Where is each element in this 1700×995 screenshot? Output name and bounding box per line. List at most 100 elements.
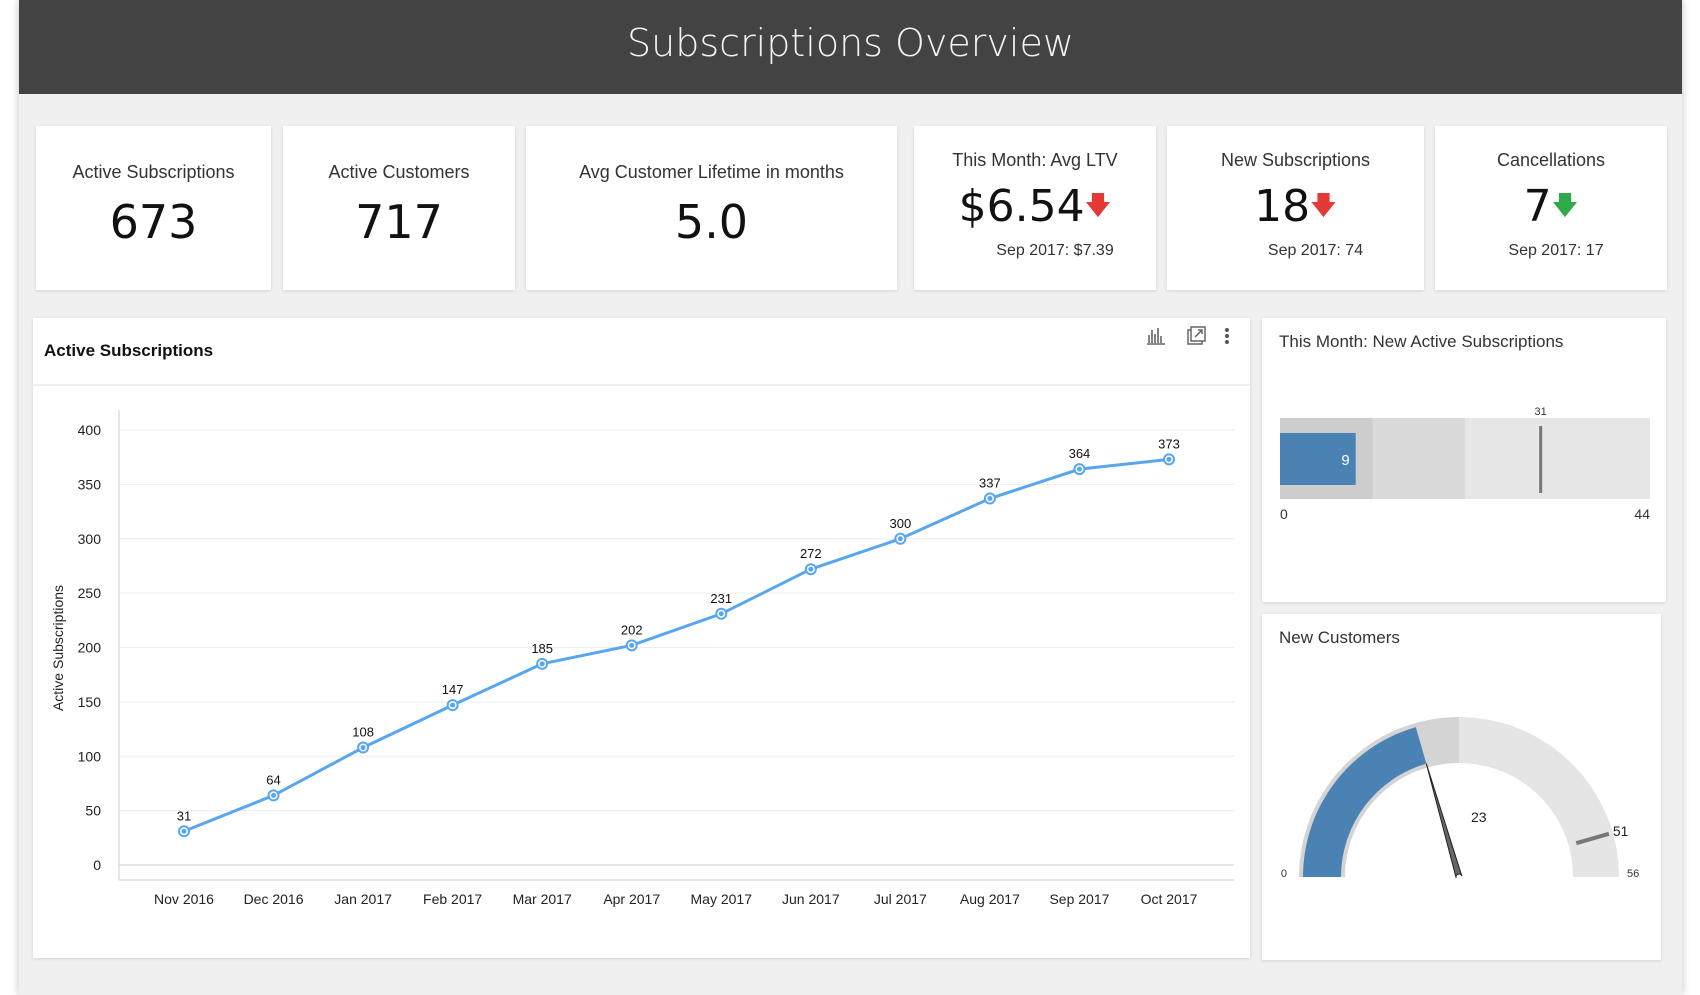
data-label: 185	[531, 641, 553, 656]
data-point-core	[181, 828, 187, 834]
kpi-active-customers: Active Customers 717	[283, 126, 515, 290]
x-tick-label: Nov 2016	[154, 891, 214, 907]
data-point-core	[271, 792, 277, 798]
x-tick-label: May 2017	[691, 891, 753, 907]
target-label: 51	[1613, 823, 1629, 839]
x-tick-label: Mar 2017	[513, 891, 572, 907]
data-label: 64	[266, 772, 280, 787]
data-label: 300	[890, 516, 912, 531]
data-point-core	[718, 611, 724, 617]
kpi-value: 717	[355, 195, 443, 249]
kpi-value: $6.54	[958, 181, 1085, 232]
min-label: 0	[1280, 506, 1288, 522]
kpi-compare: Sep 2017: $7.39	[996, 242, 1114, 259]
data-label: 373	[1158, 436, 1180, 451]
value-label: 9	[1341, 452, 1349, 469]
y-tick-label: 50	[85, 803, 101, 819]
y-axis-label: Active Subscriptions	[50, 585, 66, 711]
kpi-value: 5.0	[674, 195, 749, 249]
value-bar	[1280, 433, 1356, 485]
min-label: 0	[1281, 868, 1287, 880]
gauge-chart: 51 23 0 56	[1281, 717, 1639, 880]
kpi-avg-lifetime: Avg Customer Lifetime in months 5.0	[526, 126, 897, 290]
data-label: 364	[1069, 446, 1091, 461]
y-tick-label: 0	[93, 857, 101, 873]
x-tick-label: Feb 2017	[423, 891, 482, 907]
panel-title: This Month: New Active Subscriptions	[1279, 332, 1564, 351]
y-tick-label: 250	[78, 585, 102, 601]
arrow-down-icon: 🡇	[1310, 191, 1337, 221]
range-band	[1459, 717, 1619, 877]
panel-title: New Customers	[1279, 628, 1400, 647]
more-vertical-icon[interactable]	[1223, 326, 1231, 351]
data-point-core	[450, 702, 456, 708]
y-tick-label: 150	[78, 694, 102, 710]
data-point-core	[987, 496, 993, 502]
data-label: 31	[177, 808, 191, 823]
new-customers-panel: New Customers 51 23 0 56	[1262, 614, 1661, 960]
kpi-label: Active Subscriptions	[72, 162, 235, 182]
y-tick-label: 300	[78, 531, 102, 547]
kpi-value: 7	[1523, 181, 1552, 232]
y-tick-label: 350	[78, 476, 102, 492]
data-point-core	[629, 642, 635, 648]
x-tick-label: Dec 2016	[244, 891, 304, 907]
data-point-core	[897, 536, 903, 542]
value-label: 23	[1471, 809, 1487, 825]
line-chart: 0 50 100 150 200 250 300 350 400 Active Subscript…	[50, 410, 1234, 907]
data-point-core	[808, 566, 814, 572]
data-label: 147	[442, 682, 464, 697]
kpi-active-subscriptions: Active Subscriptions 673	[36, 126, 271, 290]
max-label: 44	[1634, 506, 1650, 522]
bar-chart-icon[interactable]	[1145, 326, 1167, 351]
range-band	[1465, 418, 1650, 499]
data-point-core	[1166, 456, 1172, 462]
kpi-label: Active Customers	[328, 162, 470, 182]
kpi-avg-ltv: This Month: Avg LTV $6.54🡇 Sep 2017: $7.…	[914, 126, 1156, 290]
kpi-label: Avg Customer Lifetime in months	[579, 162, 844, 182]
x-tick-label: Sep 2017	[1049, 891, 1109, 907]
data-point-core	[360, 745, 366, 751]
x-tick-label: Jun 2017	[782, 891, 840, 907]
data-point-core	[1076, 466, 1082, 472]
kpi-value: 673	[109, 195, 198, 249]
kpi-compare: Sep 2017: 17	[1508, 242, 1604, 259]
x-tick-label: Jan 2017	[334, 891, 392, 907]
divider	[33, 384, 1250, 386]
arrow-down-icon: 🡇	[1551, 191, 1579, 221]
data-label: 231	[710, 591, 732, 606]
data-label: 108	[352, 725, 374, 740]
kpi-cancellations: Cancellations 7🡇 Sep 2017: 17	[1435, 126, 1667, 290]
data-label: 337	[979, 476, 1001, 491]
kpi-compare: Sep 2017: 74	[1267, 242, 1364, 259]
kpi-label: New Subscriptions	[1220, 150, 1371, 170]
x-tick-label: Jul 2017	[874, 891, 927, 907]
new-active-subscriptions-panel: This Month: New Active Subscriptions 9 31…	[1262, 318, 1666, 602]
range-band	[1372, 418, 1465, 499]
data-label: 202	[621, 622, 643, 637]
x-tick-label: Oct 2017	[1141, 891, 1198, 907]
kpi-label: This Month: Avg LTV	[952, 150, 1118, 170]
active-subscriptions-panel: Active Subscriptions 0 50 100 150 200 250 300 3…	[33, 318, 1250, 958]
gauge-needle	[1425, 763, 1463, 878]
y-tick-label: 400	[78, 422, 102, 438]
panel-title: Active Subscriptions	[44, 341, 214, 360]
y-tick-label: 100	[78, 748, 102, 764]
y-tick-label: 200	[78, 640, 102, 656]
kpi-new-subscriptions: New Subscriptions 18🡇 Sep 2017: 74	[1167, 126, 1424, 290]
series-line	[183, 457, 1170, 833]
kpi-value: 18	[1254, 181, 1311, 232]
value-arc	[1303, 727, 1427, 877]
page-title: Subscriptions Overview	[19, 0, 1682, 94]
target-label: 31	[1535, 406, 1547, 418]
open-external-icon[interactable]	[1186, 326, 1206, 351]
data-label: 272	[800, 546, 822, 561]
arrow-down-icon: 🡇	[1084, 191, 1112, 221]
kpi-label: Cancellations	[1496, 150, 1606, 170]
bullet-chart: 9 31 0 44	[1280, 406, 1650, 522]
data-point-core	[539, 661, 545, 667]
x-tick-label: Aug 2017	[960, 891, 1020, 907]
target-marker	[1575, 831, 1610, 846]
max-label: 56	[1627, 868, 1639, 880]
x-tick-label: Apr 2017	[603, 891, 660, 907]
